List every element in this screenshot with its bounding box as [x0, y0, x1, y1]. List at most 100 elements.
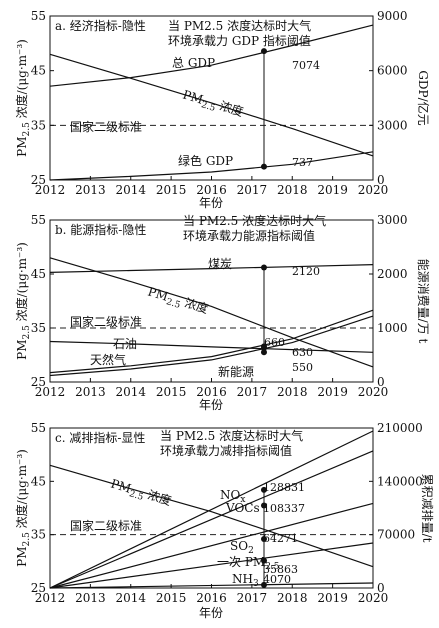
y-axis-label: PM2.5 浓度/(μg·m⁻³)	[14, 449, 32, 567]
marker-label-gas: 630	[292, 346, 313, 359]
x-tick-label: 2014	[115, 591, 146, 605]
threshold-marker-series	[260, 264, 267, 271]
threshold-marker-gdp	[260, 163, 267, 170]
threshold-marker-pm2-5	[260, 557, 267, 564]
x-tick-label: 2020	[358, 591, 389, 605]
panel-title: b. 能源指标-隐性	[55, 222, 146, 237]
series-line-series	[49, 315, 374, 377]
x-axis-label: 年份	[199, 606, 223, 620]
x-tick-label: 2017	[237, 183, 268, 197]
y-tick-label-right: 0	[377, 581, 385, 595]
standard-label: 国家二级标准	[70, 119, 142, 134]
marker-label-gdp: 7074	[292, 59, 320, 72]
y-tick-label-right: 140000	[377, 474, 423, 488]
series-lines	[49, 257, 374, 377]
threshold-marker-series	[260, 344, 267, 351]
axis-ticks: 2012 2013 2014 2015 2016 2017 2018 2019 2020 25 35…	[31, 421, 423, 605]
y-axis-label-right: GDP/亿元	[416, 70, 431, 125]
y-tick-label: 25	[31, 375, 46, 389]
label-primary-pm25: 一次 PM2.5	[217, 555, 280, 572]
label-gas: 天然气	[90, 352, 126, 367]
x-tick-label: 2017	[237, 591, 268, 605]
x-axis-label: 年份	[199, 398, 223, 412]
y-axis-label-right: 能源消费量/万 t	[416, 259, 430, 344]
x-tick-label: 2012	[35, 591, 66, 605]
marker-label-coal: 2120	[292, 265, 320, 278]
y-tick-label-right: 210000	[377, 421, 423, 435]
x-tick-label: 2014	[115, 183, 146, 197]
y-tick-label: 45	[31, 64, 46, 78]
x-tick-label: 2019	[317, 183, 348, 197]
panel-a: a. 经济指标-隐性 当 PM2.5 浓度达标时大气 环境承载力 GDP 指标阈…	[14, 9, 431, 210]
x-axis-label: 年份	[199, 196, 223, 210]
series-line-gdp	[49, 151, 374, 181]
axis-ticks: 2012 2013 2014 2015 2016 2017 2018 2019 2020 25 35…	[31, 213, 408, 399]
series-line-nox	[49, 430, 374, 589]
y-tick-label: 35	[31, 118, 46, 132]
label-nox: NOx	[220, 488, 245, 505]
panel-title: c. 减排指标-显性	[55, 430, 145, 445]
threshold-marker-gdp	[260, 48, 267, 55]
y-tick-label-right: 3000	[377, 213, 408, 227]
x-tick-label: 2016	[196, 591, 227, 605]
x-tick-label: 2019	[317, 591, 348, 605]
annotation-line-1: 当 PM2.5 浓度达标时大气	[183, 213, 326, 228]
y-axis-label-right: 累积减排量/t	[420, 474, 434, 543]
y-tick-label-right: 2000	[377, 267, 408, 281]
marker-label-oil: 660	[264, 336, 285, 349]
standard-label: 国家二级标准	[70, 314, 142, 329]
y-tick-label-right: 6000	[377, 64, 408, 78]
x-tick-label: 2018	[277, 385, 308, 399]
y-tick-label: 25	[31, 581, 46, 595]
x-tick-label: 2014	[115, 385, 146, 399]
series-line-gdp	[49, 24, 374, 87]
marker-label-primary-pm25: 35863	[263, 563, 298, 576]
label-green-gdp: 绿色 GDP	[178, 153, 233, 168]
x-tick-label: 2015	[156, 591, 187, 605]
label-pm25: PM2.5 浓度	[145, 284, 210, 319]
y-tick-label: 55	[31, 421, 46, 435]
x-tick-label: 2018	[277, 591, 308, 605]
panel-title: a. 经济指标-隐性	[55, 18, 146, 33]
label-pm25: PM2.5 浓度	[108, 476, 173, 511]
y-tick-label-right: 1000	[377, 321, 408, 335]
marker-label-so2: 64271	[263, 532, 298, 545]
x-tick-label: 2013	[75, 591, 106, 605]
annotation-line-2: 环境承载力 GDP 指标阈值	[168, 33, 311, 48]
annotation-line-1: 当 PM2.5 浓度达标时大气	[160, 428, 303, 443]
x-tick-label: 2016	[196, 183, 227, 197]
series-line-pm2-5	[49, 542, 374, 589]
standard-label: 国家二级标准	[70, 518, 142, 533]
label-pm25: PM2.5 浓度	[180, 87, 245, 122]
y-tick-label: 45	[31, 267, 46, 281]
y-tick-label-right: 70000	[377, 528, 415, 542]
annotation-line-2: 环境承载力能源指标阈值	[183, 228, 315, 243]
label-so2: SO2	[230, 539, 254, 556]
panel-c: c. 减排指标-显性 当 PM2.5 浓度达标时大气 环境承载力减排指标阈值 2…	[14, 421, 434, 620]
marker-label-vocs: 108337	[263, 502, 305, 515]
x-tick-label: 2013	[75, 385, 106, 399]
x-tick-label: 2016	[196, 385, 227, 399]
y-tick-label-right: 0	[377, 375, 385, 389]
x-tick-label: 2015	[156, 385, 187, 399]
series-line-vocs	[49, 450, 374, 589]
x-tick-label: 2019	[317, 385, 348, 399]
annotation-line-1: 当 PM2.5 浓度达标时大气	[168, 18, 311, 33]
x-tick-label: 2015	[156, 183, 187, 197]
y-tick-label: 55	[31, 9, 46, 23]
threshold-marker-nh3	[260, 581, 267, 588]
y-axis-label: PM2.5 浓度/(μg·m⁻³)	[14, 39, 32, 157]
label-new-energy: 新能源	[218, 364, 254, 379]
marker-label-nh3: 4070	[263, 573, 291, 586]
x-tick-label: 2020	[358, 385, 389, 399]
y-tick-label: 55	[31, 213, 46, 227]
x-tick-label: 2018	[277, 183, 308, 197]
panel-b: b. 能源指标-隐性 当 PM2.5 浓度达标时大气 环境承载力能源指标阈值 2…	[14, 213, 430, 412]
threshold-marker-series	[260, 349, 267, 356]
y-tick-label: 35	[31, 528, 46, 542]
marker-label-green-gdp: 737	[292, 156, 313, 169]
series-line-pm2-5	[49, 257, 374, 368]
series-lines	[49, 24, 374, 181]
annotation-line-2: 环境承载力减排指标阈值	[160, 443, 292, 458]
